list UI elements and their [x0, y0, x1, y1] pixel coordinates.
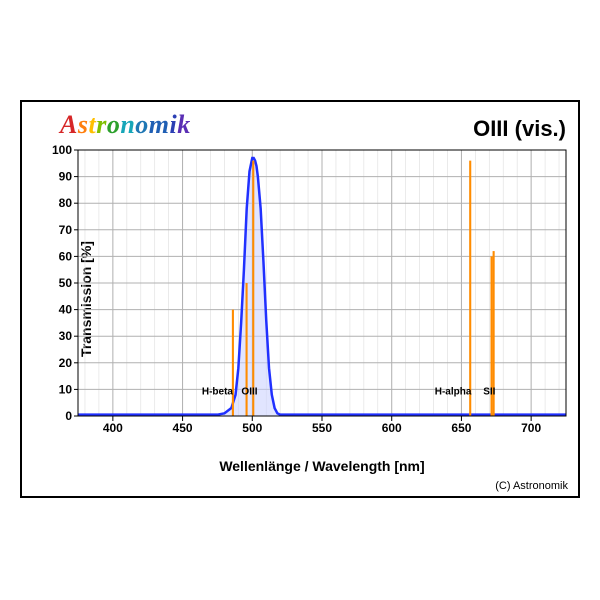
svg-text:H-alpha: H-alpha [435, 387, 472, 398]
svg-text:100: 100 [52, 143, 72, 157]
svg-text:10: 10 [59, 382, 73, 396]
svg-text:20: 20 [59, 356, 73, 370]
chart-title: OIII (vis.) [473, 116, 566, 142]
svg-text:80: 80 [59, 196, 73, 210]
svg-text:500: 500 [242, 421, 262, 435]
svg-text:50: 50 [59, 276, 73, 290]
svg-text:400: 400 [103, 421, 123, 435]
svg-text:90: 90 [59, 170, 73, 184]
svg-text:600: 600 [382, 421, 402, 435]
svg-text:650: 650 [451, 421, 471, 435]
svg-text:H-beta: H-beta [202, 387, 234, 398]
svg-text:SII: SII [483, 387, 495, 398]
plot-area: H-beta OIII H-alpha SII 400 450 500 550 600 650 70… [78, 150, 566, 434]
svg-text:30: 30 [59, 329, 73, 343]
svg-text:60: 60 [59, 249, 73, 263]
svg-text:40: 40 [59, 303, 73, 317]
x-axis-label: Wellenlänge / Wavelength [nm] [78, 458, 566, 474]
svg-text:70: 70 [59, 223, 73, 237]
image-container: Astronomik OIII (vis.) Transmission [%] … [0, 0, 600, 600]
chart-frame: Astronomik OIII (vis.) Transmission [%] … [20, 100, 580, 498]
copyright-text: (C) Astronomik [495, 480, 568, 492]
chart-svg: H-beta OIII H-alpha SII 400 450 500 550 600 650 70… [78, 150, 566, 434]
svg-text:450: 450 [173, 421, 193, 435]
svg-text:700: 700 [521, 421, 541, 435]
brand-logo: Astronomik [60, 110, 191, 140]
svg-text:OIII: OIII [241, 387, 257, 398]
svg-text:0: 0 [65, 409, 72, 423]
svg-text:550: 550 [312, 421, 332, 435]
